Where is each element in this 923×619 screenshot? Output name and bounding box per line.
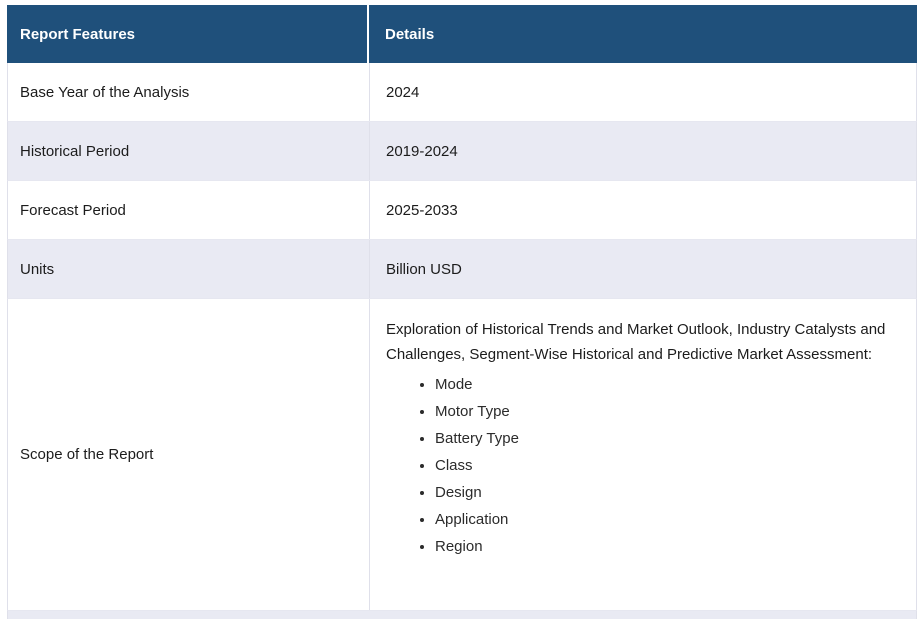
table-row-units: Units Billion USD xyxy=(7,240,917,299)
scope-list-item: Design xyxy=(435,482,888,503)
report-features-header-cell: Report Features xyxy=(7,5,369,63)
feature-cell: Scope of the Report xyxy=(8,299,370,610)
feature-cell: Units xyxy=(8,240,370,298)
scope-list-item: Motor Type xyxy=(435,401,888,422)
detail-cell: 2024 xyxy=(386,83,420,101)
scope-list-item: Mode xyxy=(435,374,888,395)
scope-list-item: Battery Type xyxy=(435,428,888,449)
feature-cell: Base Year of the Analysis xyxy=(8,63,370,121)
table-row-historical-period: Historical Period 2019-2024 xyxy=(7,122,917,181)
scope-list-item: Application xyxy=(435,509,888,530)
scope-list: Mode Motor Type Battery Type Class Desig… xyxy=(386,374,888,557)
scope-list-item: Class xyxy=(435,455,888,476)
partial-next-row xyxy=(7,611,917,619)
scope-intro-text: Exploration of Historical Trends and Mar… xyxy=(386,321,886,363)
table-row-scope: Scope of the Report Exploration of Histo… xyxy=(7,299,917,611)
report-summary-table: Report Features Details Base Year of the… xyxy=(7,5,917,619)
detail-cell: Exploration of Historical Trends and Mar… xyxy=(370,299,916,610)
table-header-row: Report Features Details xyxy=(7,5,917,63)
detail-cell: Billion USD xyxy=(386,260,462,278)
table-row-forecast-period: Forecast Period 2025-2033 xyxy=(7,181,917,240)
scope-list-item: Region xyxy=(435,536,888,557)
feature-cell: Forecast Period xyxy=(8,181,370,239)
details-header-cell: Details xyxy=(385,25,435,43)
detail-cell: 2019-2024 xyxy=(386,142,458,160)
table-row-base-year: Base Year of the Analysis 2024 xyxy=(7,63,917,122)
detail-cell: 2025-2033 xyxy=(386,201,458,219)
feature-cell: Historical Period xyxy=(8,122,370,180)
